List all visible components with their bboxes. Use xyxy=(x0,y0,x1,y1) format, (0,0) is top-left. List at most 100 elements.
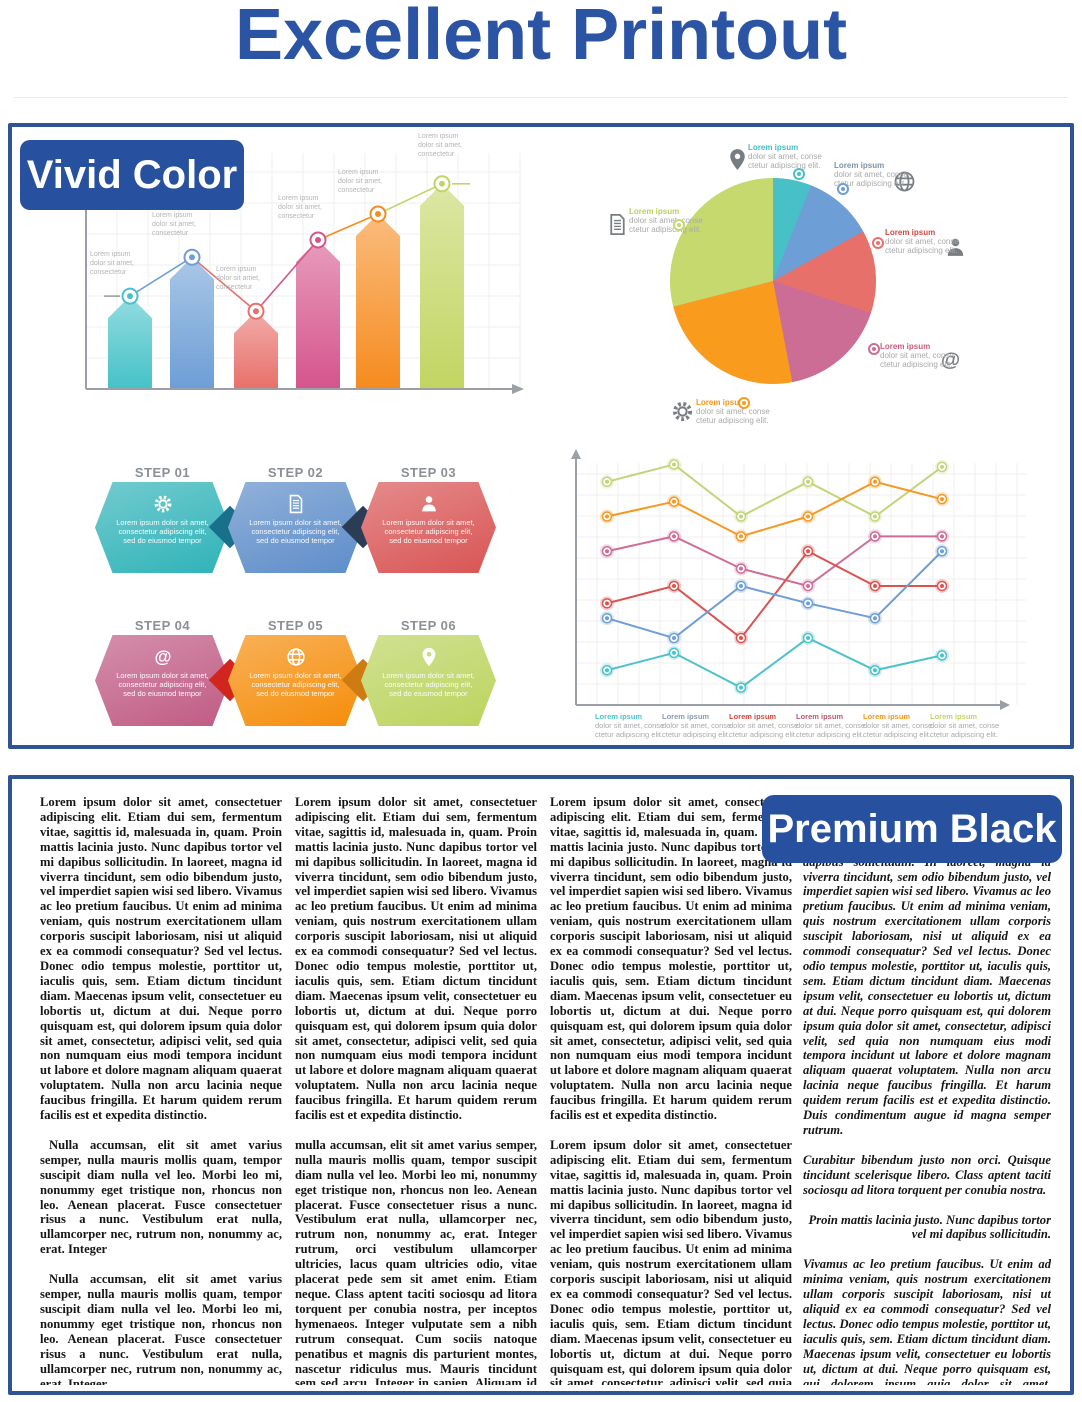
globe-icon xyxy=(285,646,307,668)
pie-legend-dot xyxy=(868,343,880,355)
svg-text:@: @ xyxy=(154,647,171,667)
paragraph: Lorem ipsum dolor sit amet, consectetuer… xyxy=(295,795,537,1123)
paragraph: Lorem ipsum dolor sit amet, consectetuer… xyxy=(550,1137,792,1385)
pie-legend-text: Lorem ipsum dolor sit amet, conse ctetur a… xyxy=(834,161,930,188)
bar-point-label: Lorem ipsum dolor sit amet, consectetur xyxy=(278,195,322,220)
pie-legend-head: Lorem ipsum xyxy=(629,207,680,216)
step-number-label: STEP 02 xyxy=(267,465,324,480)
pie-legend-head: Lorem ipsum xyxy=(834,161,885,170)
globe-icon xyxy=(892,169,917,194)
y-axis-arrow xyxy=(571,449,581,459)
at-sign-icon: @ xyxy=(152,646,174,668)
premium-black-panel: Lorem ipsum dolor sit amet, consectetuer… xyxy=(8,775,1074,1395)
step-hexagon: Lorem ipsum dolor sit amet, consectetur … xyxy=(361,635,496,726)
text-column: Lorem ipsum dolor sit amet, consectetuer… xyxy=(803,795,1051,1385)
pie-legend-text: Lorem ipsum dolor sit amet, conse ctetur a… xyxy=(629,207,725,234)
pie-chart xyxy=(670,178,876,384)
page-title: Excellent Printout xyxy=(234,0,848,75)
step-body-text: Lorem ipsum dolor sit amet, consectetur … xyxy=(382,518,475,545)
divider xyxy=(14,97,1068,98)
pie-legend-dot xyxy=(837,183,849,195)
pie-legend-text: Lorem ipsum dolor sit amet, conse ctetur a… xyxy=(880,342,976,369)
bar xyxy=(170,257,214,389)
bar xyxy=(356,214,400,389)
pie-legend-text: Lorem ipsum dolor sit amet, conse ctetur a… xyxy=(696,398,792,425)
paragraph: Proin mattis lacinia justo. Nunc dapibus… xyxy=(808,1212,1052,1242)
step-number-label: STEP 06 xyxy=(400,618,457,633)
x-axis-label: Lorem ipsum dolor sit amet, conse ctetur a… xyxy=(930,712,999,739)
x-axis-label: Lorem ipsum dolor sit amet, conse ctetur a… xyxy=(729,712,798,739)
pie-legend-dot xyxy=(673,219,685,231)
vivid-color-panel: Vivid Color Lorem ipsum dolor sit amet, co… xyxy=(8,123,1074,749)
bar-connector-line xyxy=(129,256,193,297)
x-axis-arrow xyxy=(1000,700,1010,710)
step-body-text: Lorem ipsum dolor sit amet, consectetur … xyxy=(382,671,475,698)
bar xyxy=(108,296,152,389)
line-series xyxy=(606,535,942,588)
step-body-text: Lorem ipsum dolor sit amet, consectetur … xyxy=(249,518,342,545)
pie-legend-head: Lorem ipsum xyxy=(748,143,799,152)
line-series xyxy=(606,480,943,538)
step-number-label: STEP 01 xyxy=(134,465,191,480)
premium-black-badge: Premium Black xyxy=(762,795,1062,863)
x-axis-label: Lorem ipsum dolor sit amet, conse ctetur a… xyxy=(796,712,865,739)
svg-text:@: @ xyxy=(941,349,960,371)
pie-legend-dot xyxy=(872,237,884,249)
pie-legend-text: Lorem ipsum dolor sit amet, conse ctetur a… xyxy=(885,228,981,255)
bar xyxy=(234,311,278,389)
person-icon xyxy=(943,235,968,260)
person-icon xyxy=(418,493,440,515)
pie-legend-text: Lorem ipsum dolor sit amet, conse ctetur a… xyxy=(748,143,844,170)
paragraph: Curabitur bibendum justo non orci. Quisq… xyxy=(803,1152,1051,1197)
at-sign-icon: @ xyxy=(938,347,963,372)
bar-point-label: Lorem ipsum dolor sit amet, consectetur xyxy=(338,169,382,194)
text-column: Lorem ipsum dolor sit amet, consectetuer… xyxy=(295,795,537,1385)
paragraph: Nulla accumsan, elit sit amet varius sem… xyxy=(40,1272,282,1385)
bar-connector-line xyxy=(255,239,319,312)
step-hexagon: @ Lorem ipsum dolor sit amet, consectetur… xyxy=(95,635,230,726)
document-icon xyxy=(285,493,307,515)
bar-connector-line xyxy=(317,213,379,241)
document-icon xyxy=(605,212,630,237)
line-series xyxy=(606,550,943,640)
location-pin-icon xyxy=(725,147,750,172)
bar-point-label: Lorem ipsum dolor sit amet, consectetur xyxy=(418,133,462,158)
paragraph: Vivamus ac leo pretium faucibus. Ut enim… xyxy=(803,1257,1051,1385)
step-hexagon: Lorem ipsum dolor sit amet, consectetur … xyxy=(228,635,363,726)
text-column: Lorem ipsum dolor sit amet, consectetuer… xyxy=(40,795,282,1385)
step-hexagon: Lorem ipsum dolor sit amet, consectetur … xyxy=(361,482,496,573)
x-axis-label: Lorem ipsum dolor sit amet, conse ctetur a… xyxy=(863,712,932,739)
gear-icon xyxy=(670,399,695,424)
x-axis-arrow xyxy=(512,384,524,394)
paragraph: Nulla accumsan, elit sit amet varius sem… xyxy=(40,1137,282,1257)
line-series xyxy=(606,636,943,689)
paragraph: Lorem ipsum dolor sit amet, consectetuer… xyxy=(550,795,792,1123)
location-pin-icon xyxy=(418,646,440,668)
step-number-label: STEP 05 xyxy=(267,618,324,633)
step-body-text: Lorem ipsum dolor sit amet, consectetur … xyxy=(116,671,209,698)
bar xyxy=(296,239,340,389)
pie-legend-head: Lorem ipsum xyxy=(885,228,936,237)
line-chart: Lorem ipsum dolor sit amet, conse ctetur a… xyxy=(571,449,1026,739)
line-series xyxy=(606,463,943,518)
paragraph: mulla accumsan, elit sit amet varius sem… xyxy=(295,1137,537,1385)
bar-point-label: Lorem ipsum dolor sit amet, consectetur xyxy=(152,212,196,237)
step-body-text: Lorem ipsum dolor sit amet, consectetur … xyxy=(249,671,342,698)
pie-legend-dot xyxy=(738,397,750,409)
bar-connector-line xyxy=(191,256,257,312)
step-hexagon: Lorem ipsum dolor sit amet, consectetur … xyxy=(228,482,363,573)
bar-point-label: Lorem ipsum dolor sit amet, consectetur xyxy=(216,266,260,291)
bar-chart: Lorem ipsum dolor sit amet, consectetur Lor… xyxy=(85,133,524,394)
bar-connector-line xyxy=(377,183,443,215)
step-number-label: STEP 03 xyxy=(400,465,457,480)
step-number-label: STEP 04 xyxy=(134,618,191,633)
bar xyxy=(420,183,464,389)
step-body-text: Lorem ipsum dolor sit amet, consectetur … xyxy=(116,518,209,545)
paragraph: Lorem ipsum dolor sit amet, consectetuer… xyxy=(40,795,282,1123)
pie-legend-dot xyxy=(793,168,805,180)
step-hexagon: Lorem ipsum dolor sit amet, consectetur … xyxy=(95,482,230,573)
vivid-color-badge: Vivid Color xyxy=(20,140,244,210)
x-axis-label: Lorem ipsum dolor sit amet, conse ctetur a… xyxy=(662,712,731,739)
gear-icon xyxy=(152,493,174,515)
